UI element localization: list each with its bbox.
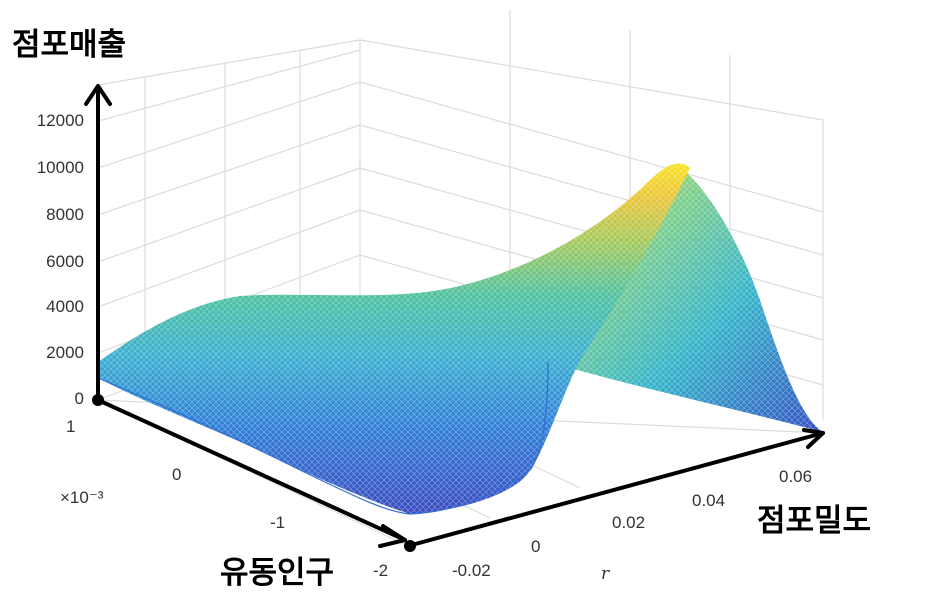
grid-h-10 — [359, 124, 824, 256]
x-axis-line — [406, 431, 825, 548]
z-tick-label: 2000 — [46, 343, 84, 362]
surface-front-edge — [97, 361, 549, 515]
z-axis-title: 점포매출 — [12, 27, 126, 63]
z-tick-label: 0 — [75, 389, 84, 408]
y-tick-label: 0 — [172, 465, 181, 484]
grid-h-4 — [97, 124, 361, 216]
x-tick-label: 0.02 — [612, 513, 645, 532]
grid-h-3 — [97, 167, 361, 263]
surface-tail-mesh — [548, 168, 823, 432]
back-wall-right — [359, 39, 824, 420]
z-tick-label: 8000 — [46, 205, 84, 224]
z-tick-label: 10000 — [37, 158, 84, 177]
x-axis-symbol: r — [601, 564, 610, 584]
axes — [84, 84, 825, 552]
surface-main-mesh — [98, 163, 690, 514]
origin-dot — [92, 394, 104, 406]
y-tick-label: -2 — [373, 561, 388, 580]
x-axis-title: 점포밀도 — [757, 503, 871, 539]
y-axis-title: 유동인구 — [220, 555, 334, 591]
y-tick-label: -1 — [270, 513, 285, 532]
z-tick-label: 6000 — [46, 252, 84, 271]
grid-h-11 — [359, 81, 824, 213]
y-tick-label: 1 — [66, 417, 75, 436]
grid-h-2 — [97, 209, 361, 308]
labels: 0 2000 4000 6000 8000 10000 12000 1 0 ×1… — [12, 27, 871, 591]
x-tick-label: -0.02 — [452, 561, 491, 580]
grid-h-5 — [97, 81, 361, 169]
x-tick-label: 0.06 — [779, 467, 812, 486]
y-exponent-label: ×10⁻³ — [60, 488, 104, 507]
corner-dot — [404, 540, 416, 552]
surface — [97, 163, 823, 515]
z-axis-arrowhead — [84, 84, 112, 106]
z-tick-label: 4000 — [46, 297, 84, 316]
x-tick-label: 0.04 — [692, 491, 725, 510]
z-tick-label: 12000 — [37, 111, 84, 130]
y-axis-arrowhead — [378, 524, 407, 548]
x-tick-label: 0 — [531, 537, 540, 556]
grid-h-6 — [97, 49, 361, 122]
x-axis-arrowhead — [802, 428, 825, 449]
y-axis-line — [96, 398, 407, 542]
